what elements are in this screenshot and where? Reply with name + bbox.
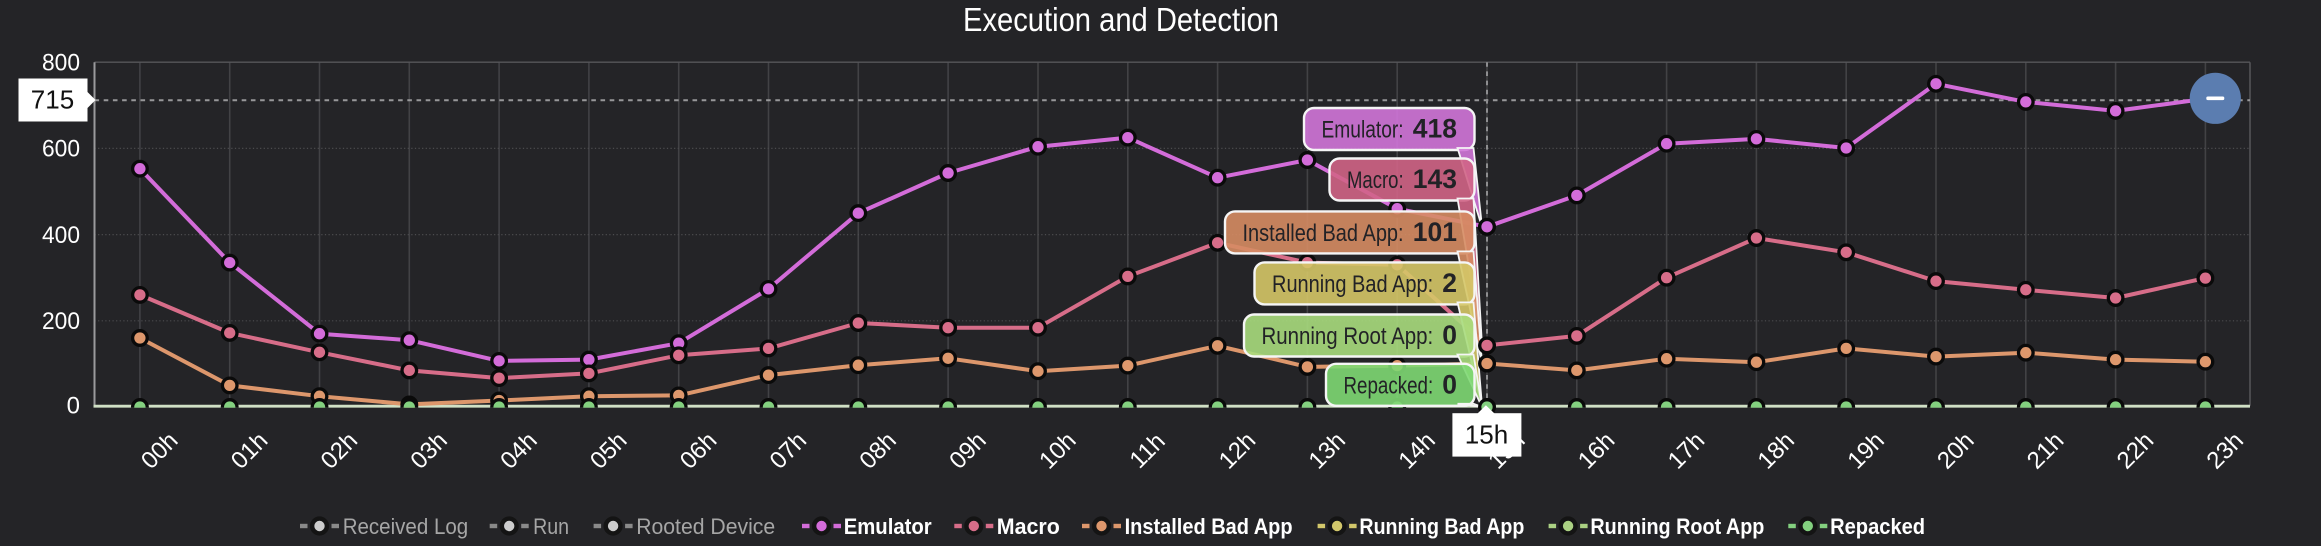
svg-text:Received Log: Received Log — [343, 514, 469, 539]
svg-text:0: 0 — [1442, 369, 1457, 399]
svg-text:200: 200 — [42, 308, 80, 335]
svg-text:0: 0 — [1442, 320, 1457, 350]
svg-text:400: 400 — [42, 222, 80, 249]
svg-text:Running Root App: Running Root App — [1590, 514, 1764, 539]
svg-text:Macro: Macro — [997, 514, 1060, 539]
svg-text:800: 800 — [42, 49, 80, 76]
svg-text:Running Bad App: Running Bad App — [1359, 514, 1524, 539]
svg-text:Macro:: Macro: — [1347, 167, 1404, 194]
svg-text:Rooted Device: Rooted Device — [636, 514, 775, 539]
svg-text:Emulator: Emulator — [844, 514, 932, 539]
svg-text:Repacked: Repacked — [1830, 514, 1925, 539]
svg-text:0: 0 — [67, 393, 80, 420]
svg-text:Running Bad App:: Running Bad App: — [1272, 271, 1433, 298]
svg-text:Repacked:: Repacked: — [1344, 372, 1434, 399]
svg-text:Run: Run — [533, 514, 569, 539]
svg-text:15h: 15h — [1465, 420, 1508, 450]
svg-text:715: 715 — [31, 85, 74, 115]
svg-text:Installed Bad App: Installed Bad App — [1125, 514, 1293, 539]
svg-text:101: 101 — [1413, 217, 1457, 247]
svg-text:600: 600 — [42, 135, 80, 162]
svg-text:Emulator:: Emulator: — [1322, 117, 1404, 144]
svg-text:Running Root App:: Running Root App: — [1262, 323, 1434, 350]
svg-text:2: 2 — [1442, 268, 1457, 298]
svg-text:143: 143 — [1413, 164, 1457, 194]
svg-text:Installed Bad App:: Installed Bad App: — [1243, 220, 1404, 247]
svg-text:418: 418 — [1413, 114, 1457, 144]
svg-text:Execution and Detection: Execution and Detection — [963, 1, 1279, 38]
